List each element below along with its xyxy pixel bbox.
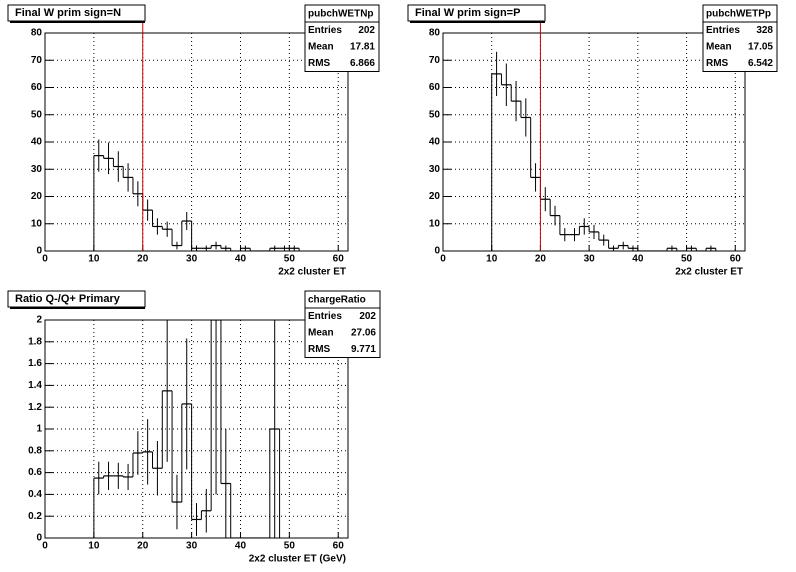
stats-value: 202 — [359, 311, 376, 322]
x-tick-label: 20 — [137, 254, 149, 265]
stats-label: Mean — [308, 327, 334, 338]
x-tick-label: 0 — [42, 541, 48, 552]
y-tick-label: 0.6 — [28, 467, 42, 478]
stats-name: chargeRatio — [308, 295, 366, 306]
y-tick-label: 0 — [36, 533, 42, 544]
stats-value: 27.06 — [351, 327, 376, 338]
y-tick-label: 70 — [31, 55, 43, 66]
stats-label: Entries — [308, 311, 342, 322]
y-tick-label: 80 — [429, 28, 441, 39]
x-tick-label: 60 — [333, 254, 345, 265]
stats-label: RMS — [706, 58, 729, 69]
x-tick-label: 20 — [137, 541, 149, 552]
histogram — [491, 51, 717, 251]
x-tick-label: 40 — [235, 254, 247, 265]
y-tick-label: 60 — [31, 82, 43, 93]
x-tick-label: 50 — [681, 254, 693, 265]
chart-title: Final W prim sign=P — [415, 7, 520, 19]
stats-value: 9.771 — [351, 344, 376, 355]
x-tick-label: 30 — [186, 541, 198, 552]
stats-label: Mean — [308, 41, 334, 52]
y-tick-label: 2 — [36, 315, 42, 326]
x-tick-label: 10 — [486, 254, 498, 265]
y-tick-label: 0 — [434, 246, 440, 257]
y-tick-label: 10 — [31, 218, 43, 229]
plot-frame — [44, 32, 349, 252]
x-tick-label: 0 — [42, 254, 48, 265]
x-tick-label: 60 — [730, 254, 742, 265]
chart-title: Ratio Q-/Q+ Primary — [15, 293, 121, 305]
x-axis-label: 2x2 cluster ET — [675, 267, 743, 278]
stats-box — [702, 4, 778, 72]
x-tick-label: 30 — [584, 254, 596, 265]
y-tick-label: 30 — [31, 164, 43, 175]
x-tick-label: 40 — [632, 254, 644, 265]
stats-value: 17.05 — [748, 41, 773, 52]
y-tick-label: 70 — [429, 55, 441, 66]
y-tick-label: 1.6 — [28, 358, 42, 369]
y-tick-label: 30 — [429, 164, 441, 175]
stats-label: Entries — [706, 25, 740, 36]
x-axis-label: 2x2 cluster ET (GeV) — [249, 554, 346, 565]
stats-value: 202 — [358, 25, 375, 36]
y-tick-label: 50 — [429, 109, 441, 120]
x-tick-label: 10 — [88, 254, 100, 265]
stats-box — [304, 290, 381, 358]
chart-title: Final W prim sign=N — [15, 7, 121, 19]
y-tick-label: 0.4 — [28, 489, 42, 500]
stats-name: pubchWETNp — [308, 9, 374, 20]
x-tick-label: 50 — [284, 254, 296, 265]
stats-box — [304, 4, 380, 72]
y-tick-label: 1.2 — [28, 402, 42, 413]
x-tick-label: 0 — [440, 254, 446, 265]
stats-value: 6.542 — [748, 58, 773, 69]
stats-label: Mean — [706, 41, 732, 52]
y-tick-label: 20 — [31, 191, 43, 202]
chart-panel: 0 10 20 30 40 50 60 0 0.2 0.4 0.6 0.8 1 1.2 1.4 1.6 1.8 2… — [7, 290, 381, 565]
y-tick-label: 80 — [31, 28, 43, 39]
stats-value: 6.866 — [350, 58, 375, 69]
y-tick-label: 0.8 — [28, 445, 42, 456]
x-tick-label: 50 — [284, 541, 296, 552]
plot-frame — [442, 32, 746, 252]
stats-label: Entries — [308, 25, 342, 36]
y-tick-label: 10 — [429, 218, 441, 229]
plot-frame — [44, 319, 349, 539]
x-tick-label: 30 — [186, 254, 198, 265]
x-tick-label: 40 — [235, 541, 247, 552]
y-tick-label: 60 — [429, 82, 441, 93]
stats-value: 17.81 — [350, 41, 375, 52]
y-tick-label: 0 — [36, 246, 42, 257]
chart-panel: 0 10 20 30 40 50 60 0 10 20 30 40 50 60 70 80 2x2 cluste… — [7, 4, 380, 278]
y-tick-label: 40 — [429, 137, 441, 148]
x-axis-label: 2x2 cluster ET — [278, 267, 346, 278]
y-tick-label: 1.4 — [28, 380, 42, 391]
x-tick-label: 10 — [88, 541, 100, 552]
y-tick-label: 50 — [31, 109, 43, 120]
stats-label: RMS — [308, 344, 331, 355]
y-tick-label: 20 — [429, 191, 441, 202]
chart-panel: 0 10 20 30 40 50 60 0 10 20 30 40 50 60 70 80 2x2 cluste… — [407, 4, 778, 278]
y-tick-label: 1.8 — [28, 336, 42, 347]
stats-name: pubchWETPp — [706, 9, 771, 20]
stats-label: RMS — [308, 58, 331, 69]
y-tick-label: 1 — [36, 424, 42, 435]
y-tick-label: 40 — [31, 137, 43, 148]
x-tick-label: 20 — [535, 254, 547, 265]
y-tick-label: 0.2 — [28, 511, 42, 522]
histogram — [93, 320, 281, 538]
histogram — [93, 139, 300, 251]
stats-value: 328 — [756, 25, 773, 36]
x-tick-label: 60 — [333, 541, 345, 552]
